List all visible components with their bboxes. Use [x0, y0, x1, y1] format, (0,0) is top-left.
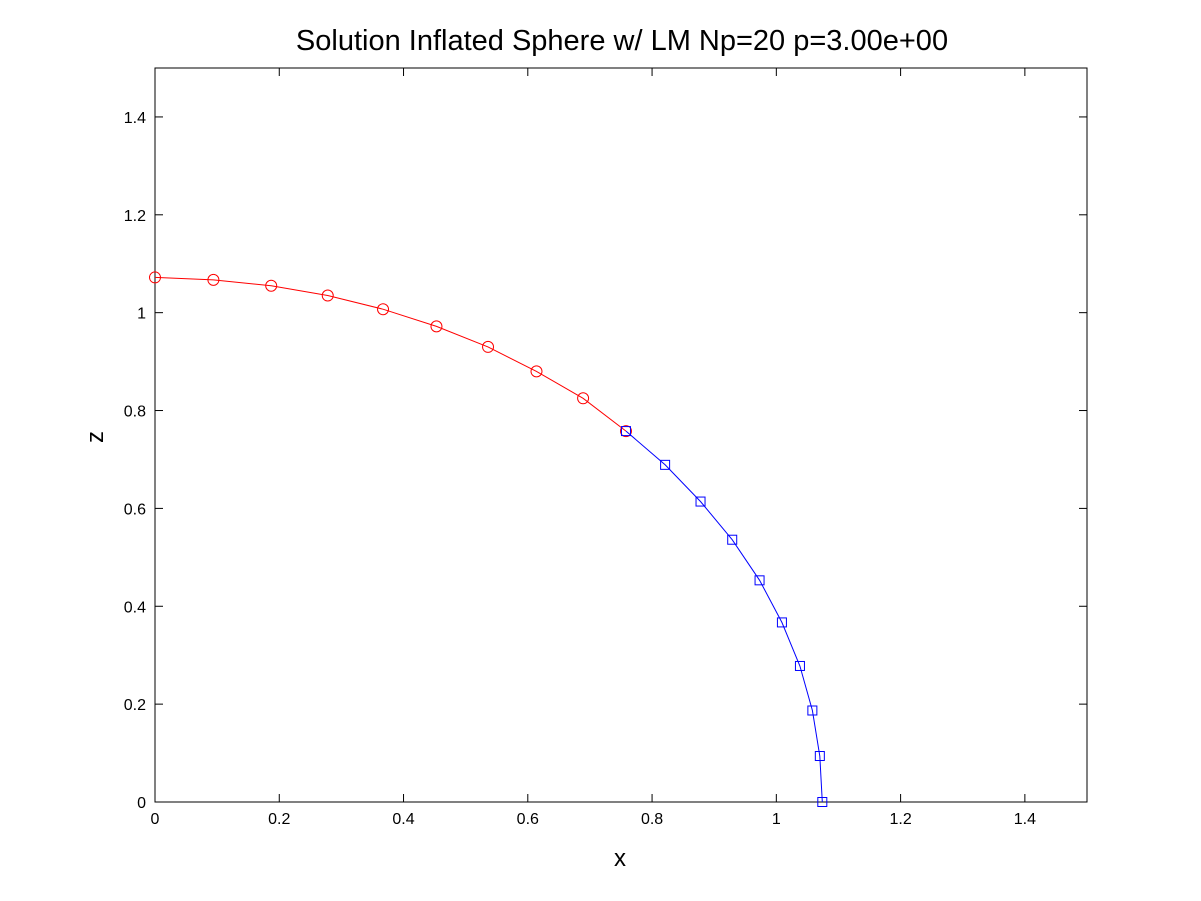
plot-frame — [154, 67, 1088, 803]
tick-marks — [154, 68, 1087, 803]
tick-labels: 0 0.2 0.4 0.6 0.8 1 1.2 1.4 0 0.2 0.4 0.6 0.8 1 1.2 1.4 — [124, 110, 1036, 828]
series-1-point — [207, 273, 220, 286]
x-tick-label: 1.2 — [889, 811, 911, 828]
series-1-line — [154, 276, 627, 432]
series-2-point — [776, 617, 787, 628]
series-1-point — [321, 289, 334, 302]
y-tick-label: 0.4 — [124, 599, 146, 616]
series-lines — [154, 276, 823, 803]
y-tick-label: 0.2 — [124, 697, 146, 714]
x-tick-label: 0.8 — [641, 811, 663, 828]
x-tick-label: 0.4 — [392, 811, 414, 828]
series-1-point — [619, 425, 632, 438]
x-tick-label: 0.6 — [517, 811, 539, 828]
series-1-point — [377, 303, 390, 316]
series-2-point — [817, 797, 828, 807]
chart-title: Solution Inflated Sphere w/ LM Np=20 p=3… — [296, 25, 948, 57]
y-tick-label: 1.4 — [124, 110, 146, 127]
x-tick-label: 1.4 — [1014, 811, 1036, 828]
series-2-point — [695, 496, 706, 507]
x-tick-label: 0.2 — [268, 811, 290, 828]
series-2-point — [807, 705, 818, 716]
y-tick-label: 0 — [137, 795, 146, 812]
series-1-point — [577, 392, 590, 405]
series-2-point — [814, 751, 825, 762]
y-axis-label: z — [82, 431, 109, 443]
series-2-point — [794, 660, 805, 671]
x-axis-label: x — [614, 845, 626, 872]
series-2-point — [660, 459, 671, 470]
x-tick-label: 1 — [772, 811, 781, 828]
series-1-point — [482, 340, 495, 353]
y-tick-label: 1 — [137, 306, 146, 323]
y-tick-label: 1.2 — [124, 208, 146, 225]
series-1-point — [430, 320, 443, 333]
series-1-point — [530, 365, 543, 378]
series-1-point — [149, 271, 161, 284]
y-tick-label: 0.8 — [124, 404, 146, 421]
series-2-point — [620, 426, 631, 437]
series-2-point — [727, 534, 738, 545]
x-tick-label: 0 — [151, 811, 160, 828]
series-2-point — [754, 575, 765, 586]
series-1-point — [265, 279, 278, 292]
series-2-line — [625, 430, 823, 803]
series-markers — [149, 271, 828, 807]
y-tick-label: 0.6 — [124, 501, 146, 518]
